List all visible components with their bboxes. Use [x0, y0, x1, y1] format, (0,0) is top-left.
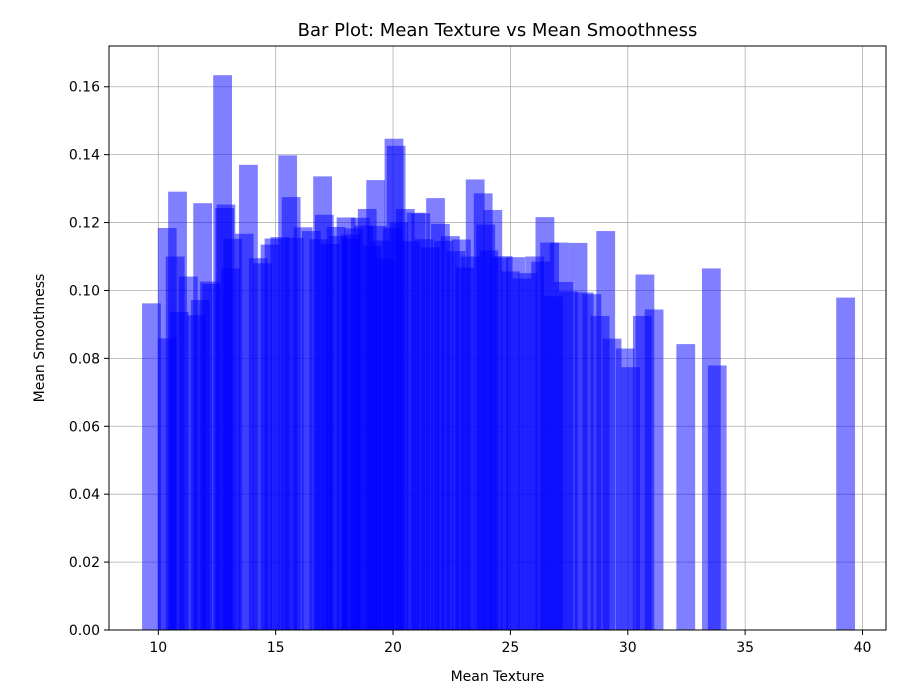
bar: [676, 344, 696, 630]
bar: [142, 303, 161, 630]
y-tick-label: 0.12: [69, 216, 100, 232]
y-tick-label: 0.10: [69, 283, 100, 299]
y-tick-label: 0.08: [69, 351, 100, 367]
x-tick-label: 15: [267, 640, 285, 656]
bar: [707, 365, 727, 630]
y-tick-label: 0.04: [69, 487, 100, 503]
bar-series: [142, 75, 856, 631]
x-axis-label: Mean Texture: [451, 669, 545, 685]
x-axis-ticks: 10 15 20 25 30 35 40: [149, 630, 871, 656]
x-tick-label: 25: [501, 640, 519, 656]
x-tick-label: 40: [854, 640, 872, 656]
y-tick-label: 0.06: [69, 419, 100, 435]
x-tick-label: 20: [384, 640, 402, 656]
x-tick-label: 35: [736, 640, 754, 656]
x-tick-label: 30: [619, 640, 637, 656]
y-axis-label: Mean Smoothness: [32, 274, 48, 403]
bar: [836, 297, 856, 630]
x-tick-label: 10: [149, 640, 167, 656]
bar: [644, 309, 664, 630]
chart-title: Bar Plot: Mean Texture vs Mean Smoothnes…: [298, 20, 698, 41]
y-tick-label: 0.16: [69, 80, 100, 96]
y-tick-label: 0.00: [69, 623, 100, 639]
y-axis-ticks: 0.00 0.02 0.04 0.06 0.08 0.10 0.12 0.14 0.16: [69, 80, 109, 639]
axes-frame: [108, 45, 887, 631]
y-tick-label: 0.02: [69, 555, 100, 571]
y-tick-label: 0.14: [69, 148, 100, 164]
